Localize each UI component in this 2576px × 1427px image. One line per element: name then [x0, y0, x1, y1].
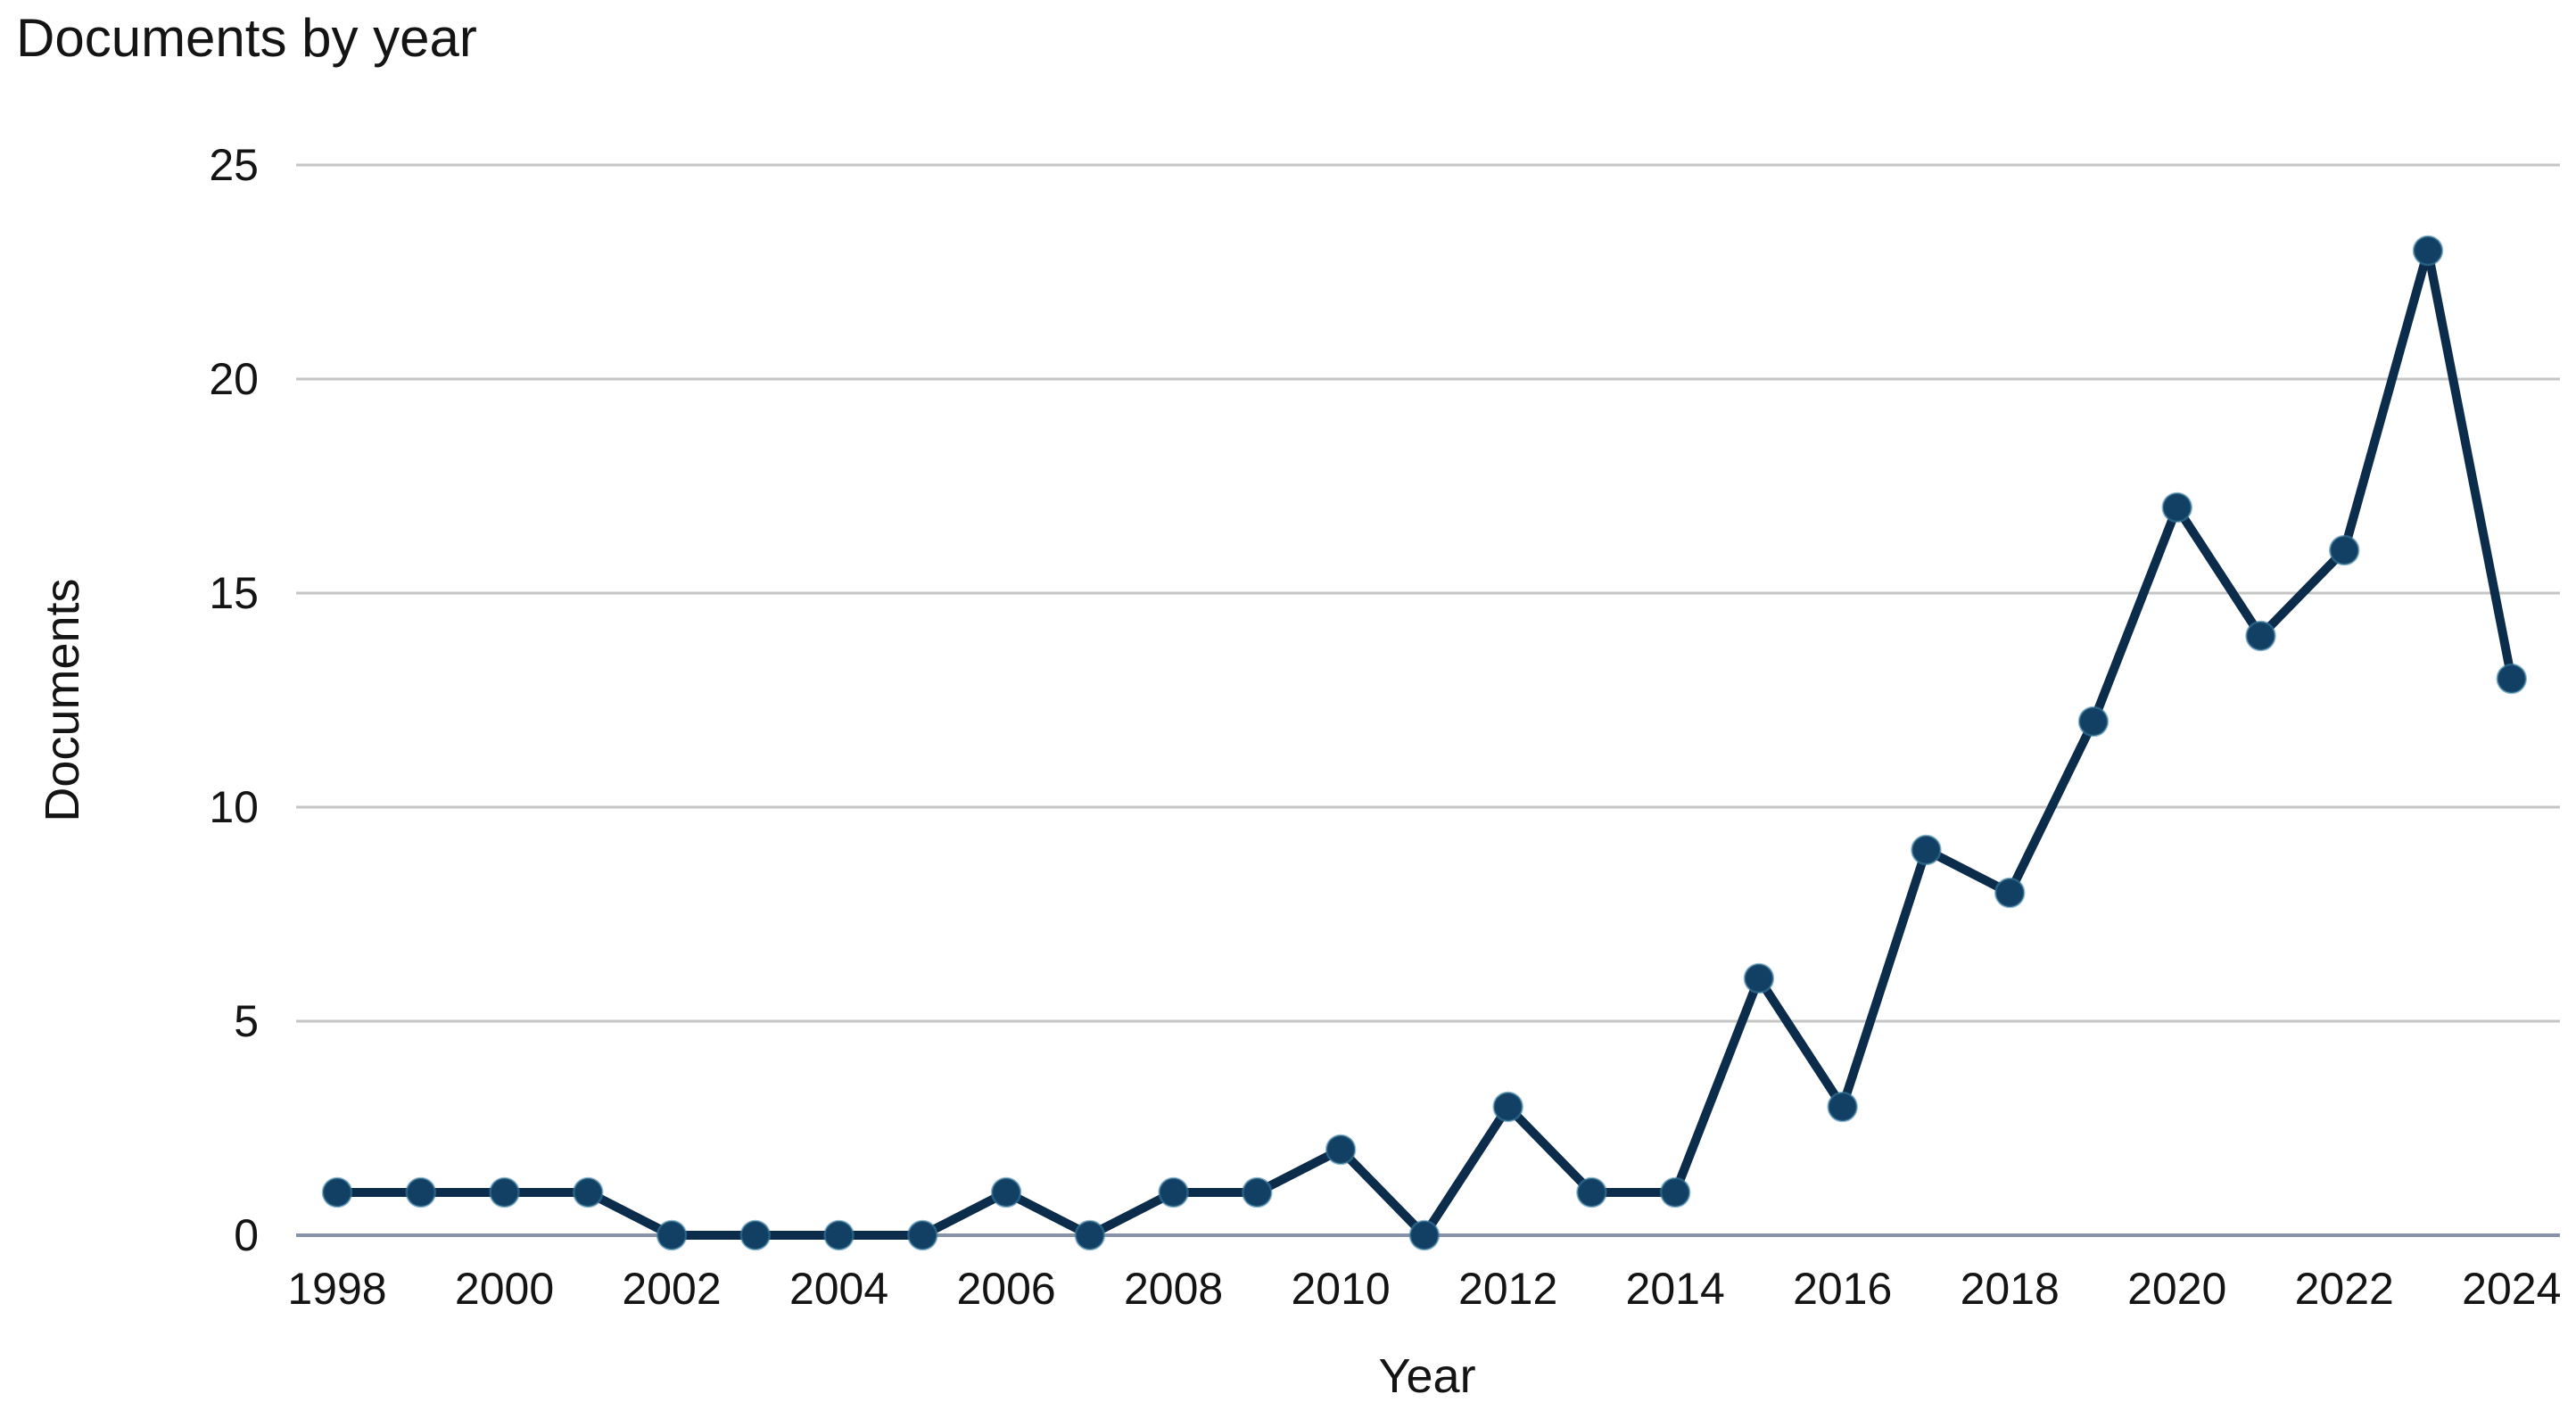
data-point[interactable] — [907, 1219, 938, 1251]
data-point[interactable] — [1576, 1176, 1607, 1208]
x-tick-label: 2022 — [2295, 1264, 2394, 1314]
data-point[interactable] — [2245, 620, 2276, 652]
x-tick-label: 2006 — [956, 1264, 1055, 1314]
data-point[interactable] — [990, 1176, 1022, 1208]
data-point[interactable] — [2077, 705, 2110, 738]
data-point[interactable] — [2328, 534, 2360, 566]
x-tick-label: 2016 — [1793, 1264, 1892, 1314]
x-tick-label: 2024 — [2462, 1264, 2561, 1314]
data-point[interactable] — [1074, 1219, 1106, 1251]
x-tick-label: 2018 — [1961, 1264, 2060, 1314]
x-axis-title: Year — [1378, 1349, 1476, 1403]
x-tick-label: 2004 — [789, 1264, 888, 1314]
data-point[interactable] — [321, 1176, 353, 1208]
data-point[interactable] — [823, 1219, 855, 1251]
y-tick-label: 0 — [234, 1210, 259, 1260]
chart-title: Documents by year — [16, 8, 477, 68]
data-point[interactable] — [1325, 1134, 1357, 1166]
data-point[interactable] — [2161, 491, 2192, 524]
x-tick-label: 2008 — [1124, 1264, 1223, 1314]
data-point[interactable] — [1911, 834, 1942, 866]
x-tick-label: 2000 — [455, 1264, 554, 1314]
x-tick-label: 2012 — [1458, 1264, 1557, 1314]
data-point[interactable] — [1492, 1091, 1523, 1123]
data-point[interactable] — [405, 1176, 437, 1208]
data-point[interactable] — [1659, 1176, 1691, 1208]
x-tick-label: 2002 — [622, 1264, 721, 1314]
data-point[interactable] — [1743, 962, 1775, 994]
y-tick-label: 10 — [209, 782, 259, 832]
data-point[interactable] — [573, 1176, 604, 1208]
data-point[interactable] — [2496, 663, 2528, 695]
x-tick-label: 2010 — [1292, 1264, 1391, 1314]
data-series-line — [333, 246, 2516, 1240]
data-point[interactable] — [1408, 1219, 1441, 1251]
data-point[interactable] — [656, 1219, 688, 1251]
data-point[interactable] — [1242, 1176, 1273, 1208]
data-point[interactable] — [1158, 1176, 1189, 1208]
y-tick-label: 5 — [234, 996, 259, 1046]
x-tick-label: 2020 — [2127, 1264, 2226, 1314]
data-point[interactable] — [1827, 1091, 1858, 1123]
data-point[interactable] — [489, 1176, 520, 1208]
x-tick-label: 2014 — [1626, 1264, 1725, 1314]
y-tick-label: 25 — [209, 140, 259, 190]
data-point[interactable] — [2412, 235, 2444, 267]
data-point[interactable] — [1994, 877, 2026, 909]
y-tick-label: 20 — [209, 354, 259, 404]
y-tick-label: 15 — [209, 568, 259, 618]
x-tick-label: 1998 — [287, 1264, 386, 1314]
data-point[interactable] — [739, 1219, 772, 1251]
